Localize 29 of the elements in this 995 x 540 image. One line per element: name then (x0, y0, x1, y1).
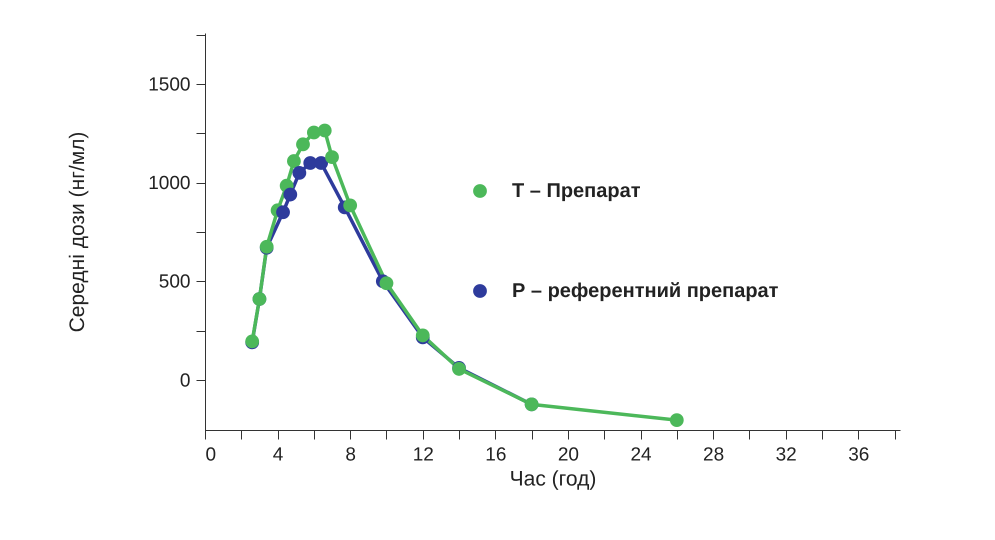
x-tick-label: 20 (558, 444, 579, 466)
x-tick-label: 8 (345, 444, 356, 466)
x-tick-label: 0 (206, 444, 216, 466)
y-tick-label: 0 (180, 370, 190, 392)
x-tick-label: 4 (272, 444, 284, 466)
x-axis-title: Час (год) (510, 468, 596, 490)
x-tick-label: 12 (412, 444, 434, 466)
point (343, 198, 358, 212)
y-tick-label: 500 (158, 272, 190, 293)
x-tick-label: 32 (776, 444, 797, 466)
point (318, 124, 332, 138)
point (292, 166, 306, 180)
y-tick-label: 1000 (148, 173, 190, 194)
point (670, 413, 684, 428)
point (325, 150, 339, 164)
y-axis-title: Середні дози (нг/мл) (66, 132, 90, 332)
legend-label: Р – референтний препарат (512, 280, 779, 302)
y-tick-label: 1500 (148, 74, 190, 96)
point (296, 137, 310, 152)
x-tick-label: 24 (630, 444, 652, 466)
point (276, 205, 290, 220)
point (287, 154, 301, 168)
x-tick-label: 16 (485, 444, 506, 466)
point (314, 156, 328, 170)
point (380, 276, 394, 290)
x-tick-label: 36 (848, 444, 870, 466)
x-tick-label: 28 (703, 444, 724, 466)
legend-label: Т – Препарат (512, 180, 641, 202)
point (283, 188, 298, 202)
